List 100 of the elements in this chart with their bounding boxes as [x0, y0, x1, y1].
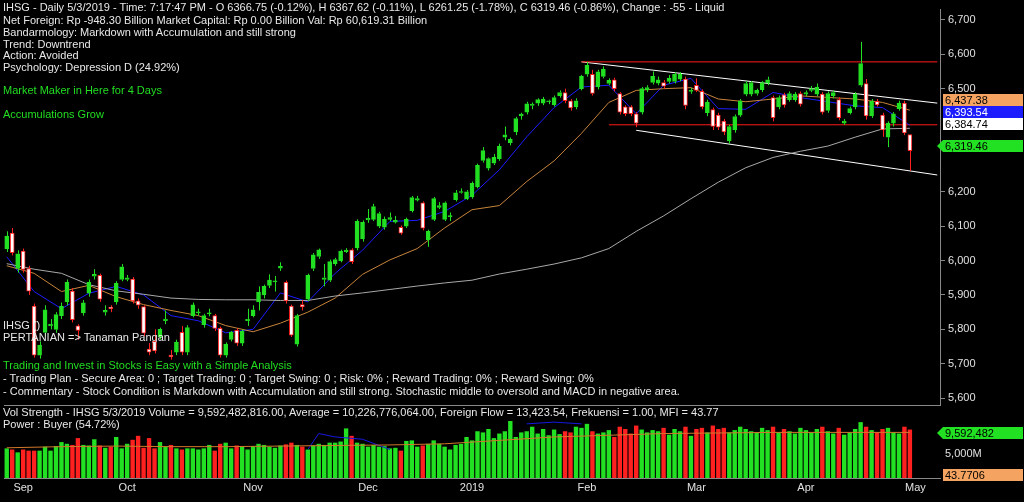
candlestick — [453, 189, 458, 202]
candlestick — [661, 79, 666, 90]
candlestick — [743, 80, 749, 97]
candlestick — [776, 95, 781, 110]
candlestick — [601, 65, 606, 79]
text: 6,393.54 — [943, 106, 1023, 118]
candlestick — [15, 249, 21, 274]
x-tick-label: May — [904, 480, 927, 493]
bar — [705, 432, 710, 478]
candlestick — [809, 85, 814, 93]
candlestick — [464, 189, 469, 200]
candlestick — [310, 252, 316, 272]
bar — [10, 449, 15, 478]
bar — [349, 435, 354, 478]
text: 43.7706 — [943, 469, 1023, 481]
annotation: Trading and Invest in Stocks is Easy with a Simple Analysis — [3, 359, 292, 371]
y-tick-label: 6,600 — [948, 47, 976, 60]
annotation: - Trading Plan - Secure Area: 0 ; Target Trading: 0 ; Target Swing: 0 ; Risk: 0% ; Reward Trading: 0% ; Reward Swing: 0% — [3, 372, 594, 384]
bar — [398, 450, 404, 478]
candlestick — [278, 261, 283, 272]
annotation: Trend: Downtrend — [3, 38, 91, 50]
candlestick — [26, 265, 31, 296]
bar — [4, 448, 9, 478]
candlestick — [201, 313, 207, 329]
candlestick — [891, 111, 896, 127]
candlestick — [535, 99, 541, 107]
candlestick — [524, 101, 530, 115]
bar — [103, 447, 108, 478]
candlestick — [726, 124, 732, 145]
candlestick — [655, 76, 661, 86]
candlestick — [267, 273, 272, 289]
candlestick — [694, 77, 699, 93]
candlestick — [431, 196, 437, 222]
candlestick — [557, 89, 562, 99]
x-tick-label: Dec — [358, 480, 379, 493]
text: 9,592,482 — [943, 427, 1023, 439]
candlestick — [234, 327, 239, 347]
candlestick — [130, 276, 135, 305]
candlestick — [371, 203, 376, 222]
candlestick — [349, 247, 354, 265]
candlestick — [185, 324, 190, 356]
annotation: Net Foreign: Rp -948.30 Billion Market Capital: Rp 0.00 Billion Val: Rp 60,619.31 Billion — [3, 14, 428, 26]
x-tick-label: Mar — [686, 480, 707, 493]
bar — [234, 445, 239, 478]
candlestick — [513, 116, 519, 136]
bar — [174, 448, 179, 478]
candlestick — [195, 308, 201, 317]
y-tick-label: 6,100 — [948, 219, 976, 232]
candlestick — [869, 98, 874, 119]
x-tick-label: Nov — [243, 480, 264, 493]
bar — [820, 426, 825, 478]
annotation: Psychology: Depression D (24.92%) — [3, 61, 180, 73]
y-tick-label: 5,600 — [948, 391, 976, 404]
annotation: Bandarmology: Markdown with Accumulation and still strong — [3, 26, 296, 38]
text: 6,384.74 — [943, 118, 1023, 130]
candlestick — [113, 280, 119, 306]
candlestick — [546, 100, 551, 105]
x-tick-label: Apr — [797, 480, 815, 493]
candlestick — [102, 304, 108, 317]
candlestick — [327, 259, 333, 283]
bar — [683, 426, 688, 478]
candlestick — [91, 268, 97, 280]
candlestick — [360, 219, 365, 243]
annotation: Action: Avoided — [3, 49, 79, 61]
candlestick — [803, 89, 809, 97]
bar — [661, 427, 666, 478]
candlestick — [97, 273, 103, 303]
candlestick — [272, 275, 278, 293]
candlestick — [787, 90, 792, 103]
candlestick — [819, 91, 825, 115]
candlestick — [387, 211, 393, 222]
bar — [420, 445, 425, 478]
candlestick — [217, 326, 223, 359]
annotation: Accumulations Grow — [3, 108, 104, 120]
candlestick — [119, 263, 125, 282]
x-tick-label: Sep — [13, 480, 33, 493]
y-tick-label: 6,000 — [948, 253, 976, 266]
text: 6,437.38 — [943, 94, 1023, 106]
candlestick — [223, 341, 229, 359]
chart-subtitle: Power : Buyer (54.72%) — [3, 418, 120, 430]
candlestick — [403, 217, 409, 229]
candlestick — [409, 195, 415, 213]
bar — [590, 431, 595, 478]
candlestick — [135, 297, 141, 310]
candlestick — [321, 263, 327, 287]
text: 5,000M — [944, 447, 983, 459]
candlestick — [4, 230, 10, 253]
candlestick — [37, 340, 42, 360]
text: 6,319.46 — [943, 140, 1023, 152]
x-tick-label: 2019 — [459, 480, 485, 493]
candlestick — [737, 98, 743, 118]
candlestick — [590, 69, 595, 97]
candlestick — [420, 202, 426, 231]
bar — [108, 446, 113, 478]
candlestick — [289, 305, 294, 338]
x-tick-label: Oct — [118, 480, 136, 493]
candlestick — [212, 313, 218, 332]
candlestick — [732, 113, 738, 134]
y-tick-label: 6,700 — [948, 12, 976, 25]
y-tick-label: 5,700 — [948, 356, 976, 369]
